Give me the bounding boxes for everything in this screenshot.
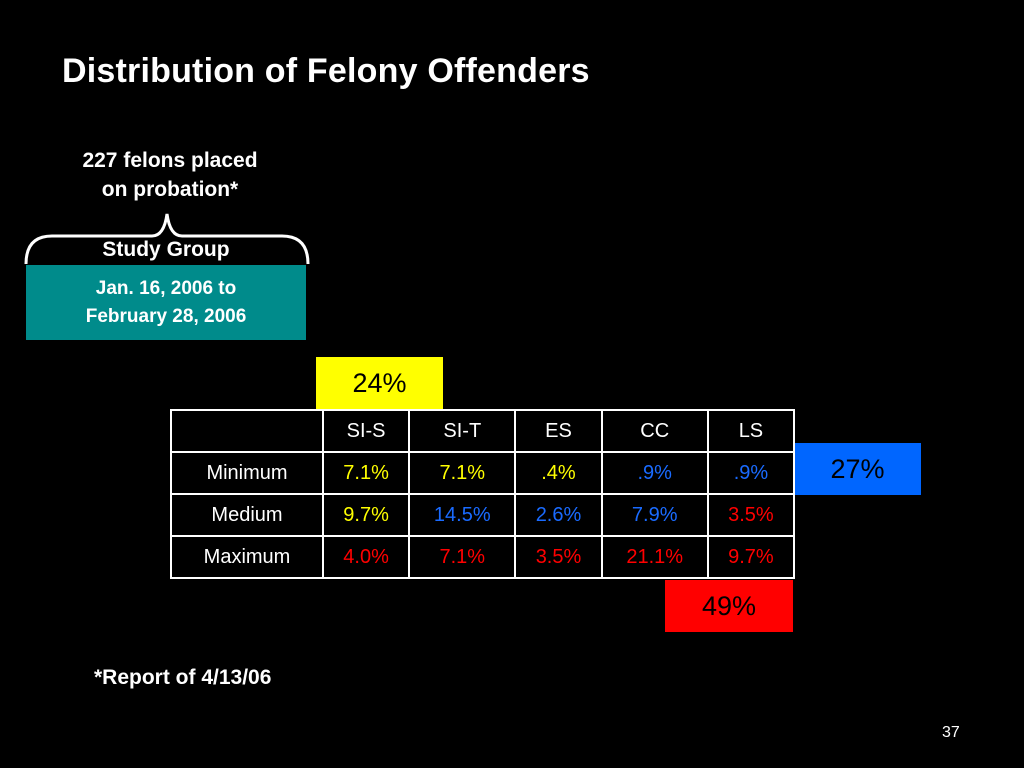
- dates-line-2: February 28, 2006: [85, 305, 247, 327]
- report-footnote: *Report of 4/13/06: [94, 666, 272, 689]
- table-cell: 21.1%: [600, 535, 709, 579]
- page-number: 37: [942, 724, 960, 741]
- felons-placed-text: 227 felons placed on probation*: [40, 146, 300, 204]
- header-cc: CC: [600, 409, 709, 453]
- header-si-t: SI-T: [408, 409, 517, 453]
- table-cell: 9.7%: [321, 493, 411, 537]
- table-cell: .4%: [514, 451, 603, 495]
- table-row: Medium 9.7% 14.5% 2.6% 7.9% 3.5%: [170, 493, 796, 537]
- table-corner-cell: [170, 409, 324, 453]
- table-row: Minimum 7.1% 7.1% .4% .9% .9%: [170, 451, 796, 495]
- row-label-minimum: Minimum: [170, 451, 324, 495]
- table-header-row: SI-S SI-T ES CC LS: [170, 409, 796, 453]
- dates-line-1: Jan. 16, 2006 to: [95, 277, 237, 299]
- header-si-s: SI-S: [321, 409, 411, 453]
- table-cell: 7.1%: [321, 451, 411, 495]
- header-ls: LS: [706, 409, 796, 453]
- table-cell: 7.1%: [408, 535, 517, 579]
- felons-line-2: on probation*: [101, 178, 239, 201]
- brace-shape: [24, 213, 310, 265]
- slide-title: Distribution of Felony Offenders: [62, 52, 590, 90]
- study-dates-box: Jan. 16, 2006 to February 28, 2006: [26, 265, 306, 340]
- badge-27-percent: 27%: [794, 443, 921, 495]
- table-cell: 7.9%: [600, 493, 709, 537]
- table-cell: .9%: [600, 451, 709, 495]
- badge-24-percent: 24%: [316, 357, 443, 409]
- row-label-maximum: Maximum: [170, 535, 324, 579]
- table-cell: 9.7%: [706, 535, 796, 579]
- table-row: Maximum 4.0% 7.1% 3.5% 21.1% 9.7%: [170, 535, 796, 579]
- table-cell: .9%: [706, 451, 796, 495]
- study-group-label: Study Group: [102, 238, 230, 261]
- table-cell: 14.5%: [408, 493, 517, 537]
- table-cell: 3.5%: [706, 493, 796, 537]
- table-cell: 2.6%: [514, 493, 603, 537]
- offender-distribution-table: SI-S SI-T ES CC LS Minimum 7.1% 7.1% .4%…: [170, 409, 796, 579]
- badge-49-percent: 49%: [665, 580, 793, 632]
- felons-line-1: 227 felons placed: [82, 149, 258, 172]
- table-cell: 4.0%: [321, 535, 411, 579]
- table-cell: 3.5%: [514, 535, 603, 579]
- row-label-medium: Medium: [170, 493, 324, 537]
- header-es: ES: [514, 409, 603, 453]
- table-cell: 7.1%: [408, 451, 517, 495]
